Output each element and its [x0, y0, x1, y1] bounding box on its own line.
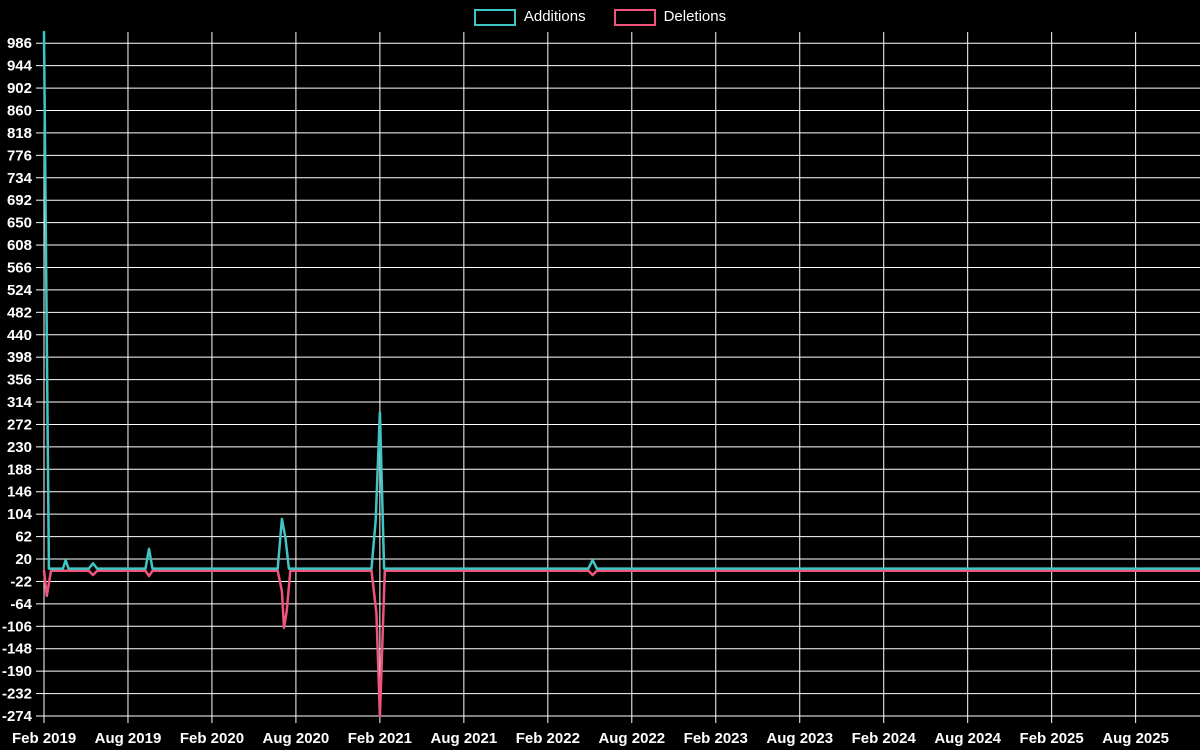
y-tick-label: -106: [2, 618, 32, 635]
y-tick-label: 398: [7, 349, 32, 366]
x-tick-label: Feb 2021: [348, 730, 412, 747]
x-tick-label: Feb 2025: [1020, 730, 1084, 747]
y-tick-label: 650: [7, 215, 32, 232]
y-tick-label: 944: [7, 58, 33, 75]
x-tick-label: Aug 2024: [934, 730, 1001, 747]
y-tick-label: 146: [7, 484, 32, 501]
x-tick-label: Aug 2020: [263, 730, 330, 747]
y-tick-label: 860: [7, 102, 32, 119]
y-tick-label: -190: [2, 663, 32, 680]
y-tick-label: 776: [7, 147, 32, 164]
y-tick-label: 692: [7, 192, 32, 209]
y-tick-label: 902: [7, 80, 32, 97]
x-tick-label: Aug 2025: [1102, 730, 1169, 747]
y-tick-label: 524: [7, 282, 33, 299]
y-tick-label: 608: [7, 237, 32, 254]
y-tick-label: 104: [7, 506, 33, 523]
deletions-swatch-icon: [613, 8, 656, 26]
chart-legend: Additions Deletions: [0, 8, 1200, 26]
y-tick-label: 440: [7, 327, 32, 344]
y-tick-label: 314: [7, 394, 33, 411]
y-tick-label: -274: [2, 708, 33, 725]
y-tick-label: 482: [7, 304, 32, 321]
x-tick-label: Feb 2022: [516, 730, 580, 747]
series-line-additions: [42, 30, 1200, 570]
y-tick-label: 818: [7, 125, 32, 142]
y-tick-label: 566: [7, 259, 32, 276]
additions-swatch-icon: [473, 8, 516, 26]
x-tick-label: Feb 2024: [852, 730, 917, 747]
y-tick-label: 188: [7, 461, 32, 478]
y-tick-label: 272: [7, 416, 32, 433]
legend-item-deletions[interactable]: Deletions: [613, 8, 727, 26]
legend-label-additions: Additions: [523, 8, 586, 25]
y-tick-label: 356: [7, 372, 32, 389]
x-tick-label: Aug 2023: [766, 730, 833, 747]
y-tick-label: -148: [2, 641, 32, 658]
y-tick-label: 734: [7, 170, 33, 187]
y-tick-label: 230: [7, 439, 32, 456]
legend-item-additions[interactable]: Additions: [473, 8, 586, 26]
legend-label-deletions: Deletions: [663, 8, 727, 25]
series-line-deletions: [42, 569, 1200, 718]
y-tick-label: -64: [10, 596, 32, 613]
x-tick-label: Feb 2019: [12, 730, 76, 747]
y-tick-label: -22: [10, 573, 32, 590]
x-tick-label: Aug 2021: [431, 730, 498, 747]
y-tick-label: -232: [2, 686, 32, 703]
x-tick-label: Aug 2022: [598, 730, 665, 747]
x-tick-label: Aug 2019: [95, 730, 162, 747]
y-tick-label: 986: [7, 35, 32, 52]
x-tick-label: Feb 2023: [684, 730, 748, 747]
y-tick-label: 62: [15, 529, 32, 546]
x-tick-label: Feb 2020: [180, 730, 244, 747]
y-tick-label: 20: [15, 551, 32, 568]
